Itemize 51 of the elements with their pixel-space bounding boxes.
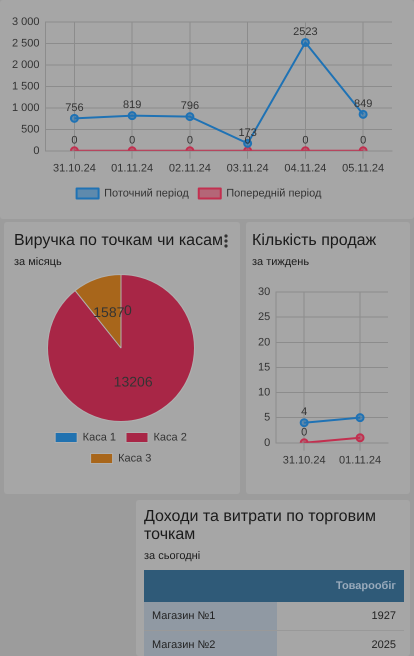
y-tick-label: 20: [258, 336, 270, 348]
x-tick-label: 02.11.24: [168, 162, 211, 174]
data-label: 0: [302, 134, 308, 146]
x-tick-label: 31.10.24: [52, 162, 96, 174]
x-tick-label: 03.11.24: [226, 162, 269, 174]
y-tick-label: 30: [258, 286, 270, 298]
chart-title: Кількість продаж: [252, 232, 378, 250]
y-tick-label: 0: [264, 436, 270, 449]
chart-title: Виручка по точкам чи касам: [14, 232, 224, 250]
chart-subtitle: за тиждень: [252, 256, 310, 268]
text: Доходи та витрати по торговим точкам: [144, 508, 378, 544]
y-tick-label: 1 000: [12, 102, 40, 114]
y-tick-label: 1 500: [12, 80, 40, 92]
data-label: 0: [360, 134, 366, 146]
data-label: 0: [129, 134, 136, 146]
data-label: 0: [71, 134, 78, 146]
x-tick-label: 01.11.24: [339, 454, 382, 466]
y-tick-label: 5: [264, 412, 270, 424]
legend-label: Каса 1: [82, 432, 116, 444]
data-label: 849: [354, 98, 372, 110]
y-tick-label: 3 000: [12, 16, 40, 28]
data-label: 13206: [114, 374, 153, 390]
data-label: 2523: [293, 26, 318, 38]
y-tick-label: 2 500: [12, 38, 40, 50]
legend-label: Каса 2: [154, 432, 187, 444]
data-label: 796: [180, 100, 200, 112]
legend-label: Попередній період: [226, 188, 322, 200]
text: Магазин №2: [144, 630, 277, 656]
x-tick-label: 01.11.24: [111, 162, 154, 174]
y-tick-label: 500: [21, 123, 40, 136]
text: за сьогодні: [144, 550, 202, 562]
x-tick-label: 04.11.24: [284, 162, 326, 174]
data-label: 0: [186, 134, 193, 146]
legend-label: Поточний період: [104, 188, 190, 200]
legend-label: Каса 3: [118, 452, 152, 465]
y-tick-label: 25: [258, 311, 270, 324]
x-tick-label: 05.11.24: [342, 162, 384, 174]
y-tick-label: 10: [258, 386, 270, 399]
y-tick-label: 0: [33, 144, 40, 157]
y-tick-label: 2 000: [12, 58, 40, 71]
text: 0: [124, 302, 132, 318]
text: 2025: [370, 638, 397, 653]
text: 1927: [370, 609, 397, 624]
data-label: 0: [301, 426, 308, 438]
data-label: 4: [301, 406, 308, 418]
chart-subtitle: за місяць: [14, 256, 63, 268]
data-label: 756: [65, 102, 84, 114]
y-tick-label: 15: [258, 361, 270, 374]
x-tick-label: 31.10.24: [282, 454, 326, 466]
data-label: 819: [122, 99, 142, 112]
text: Магазин №1: [144, 602, 277, 630]
